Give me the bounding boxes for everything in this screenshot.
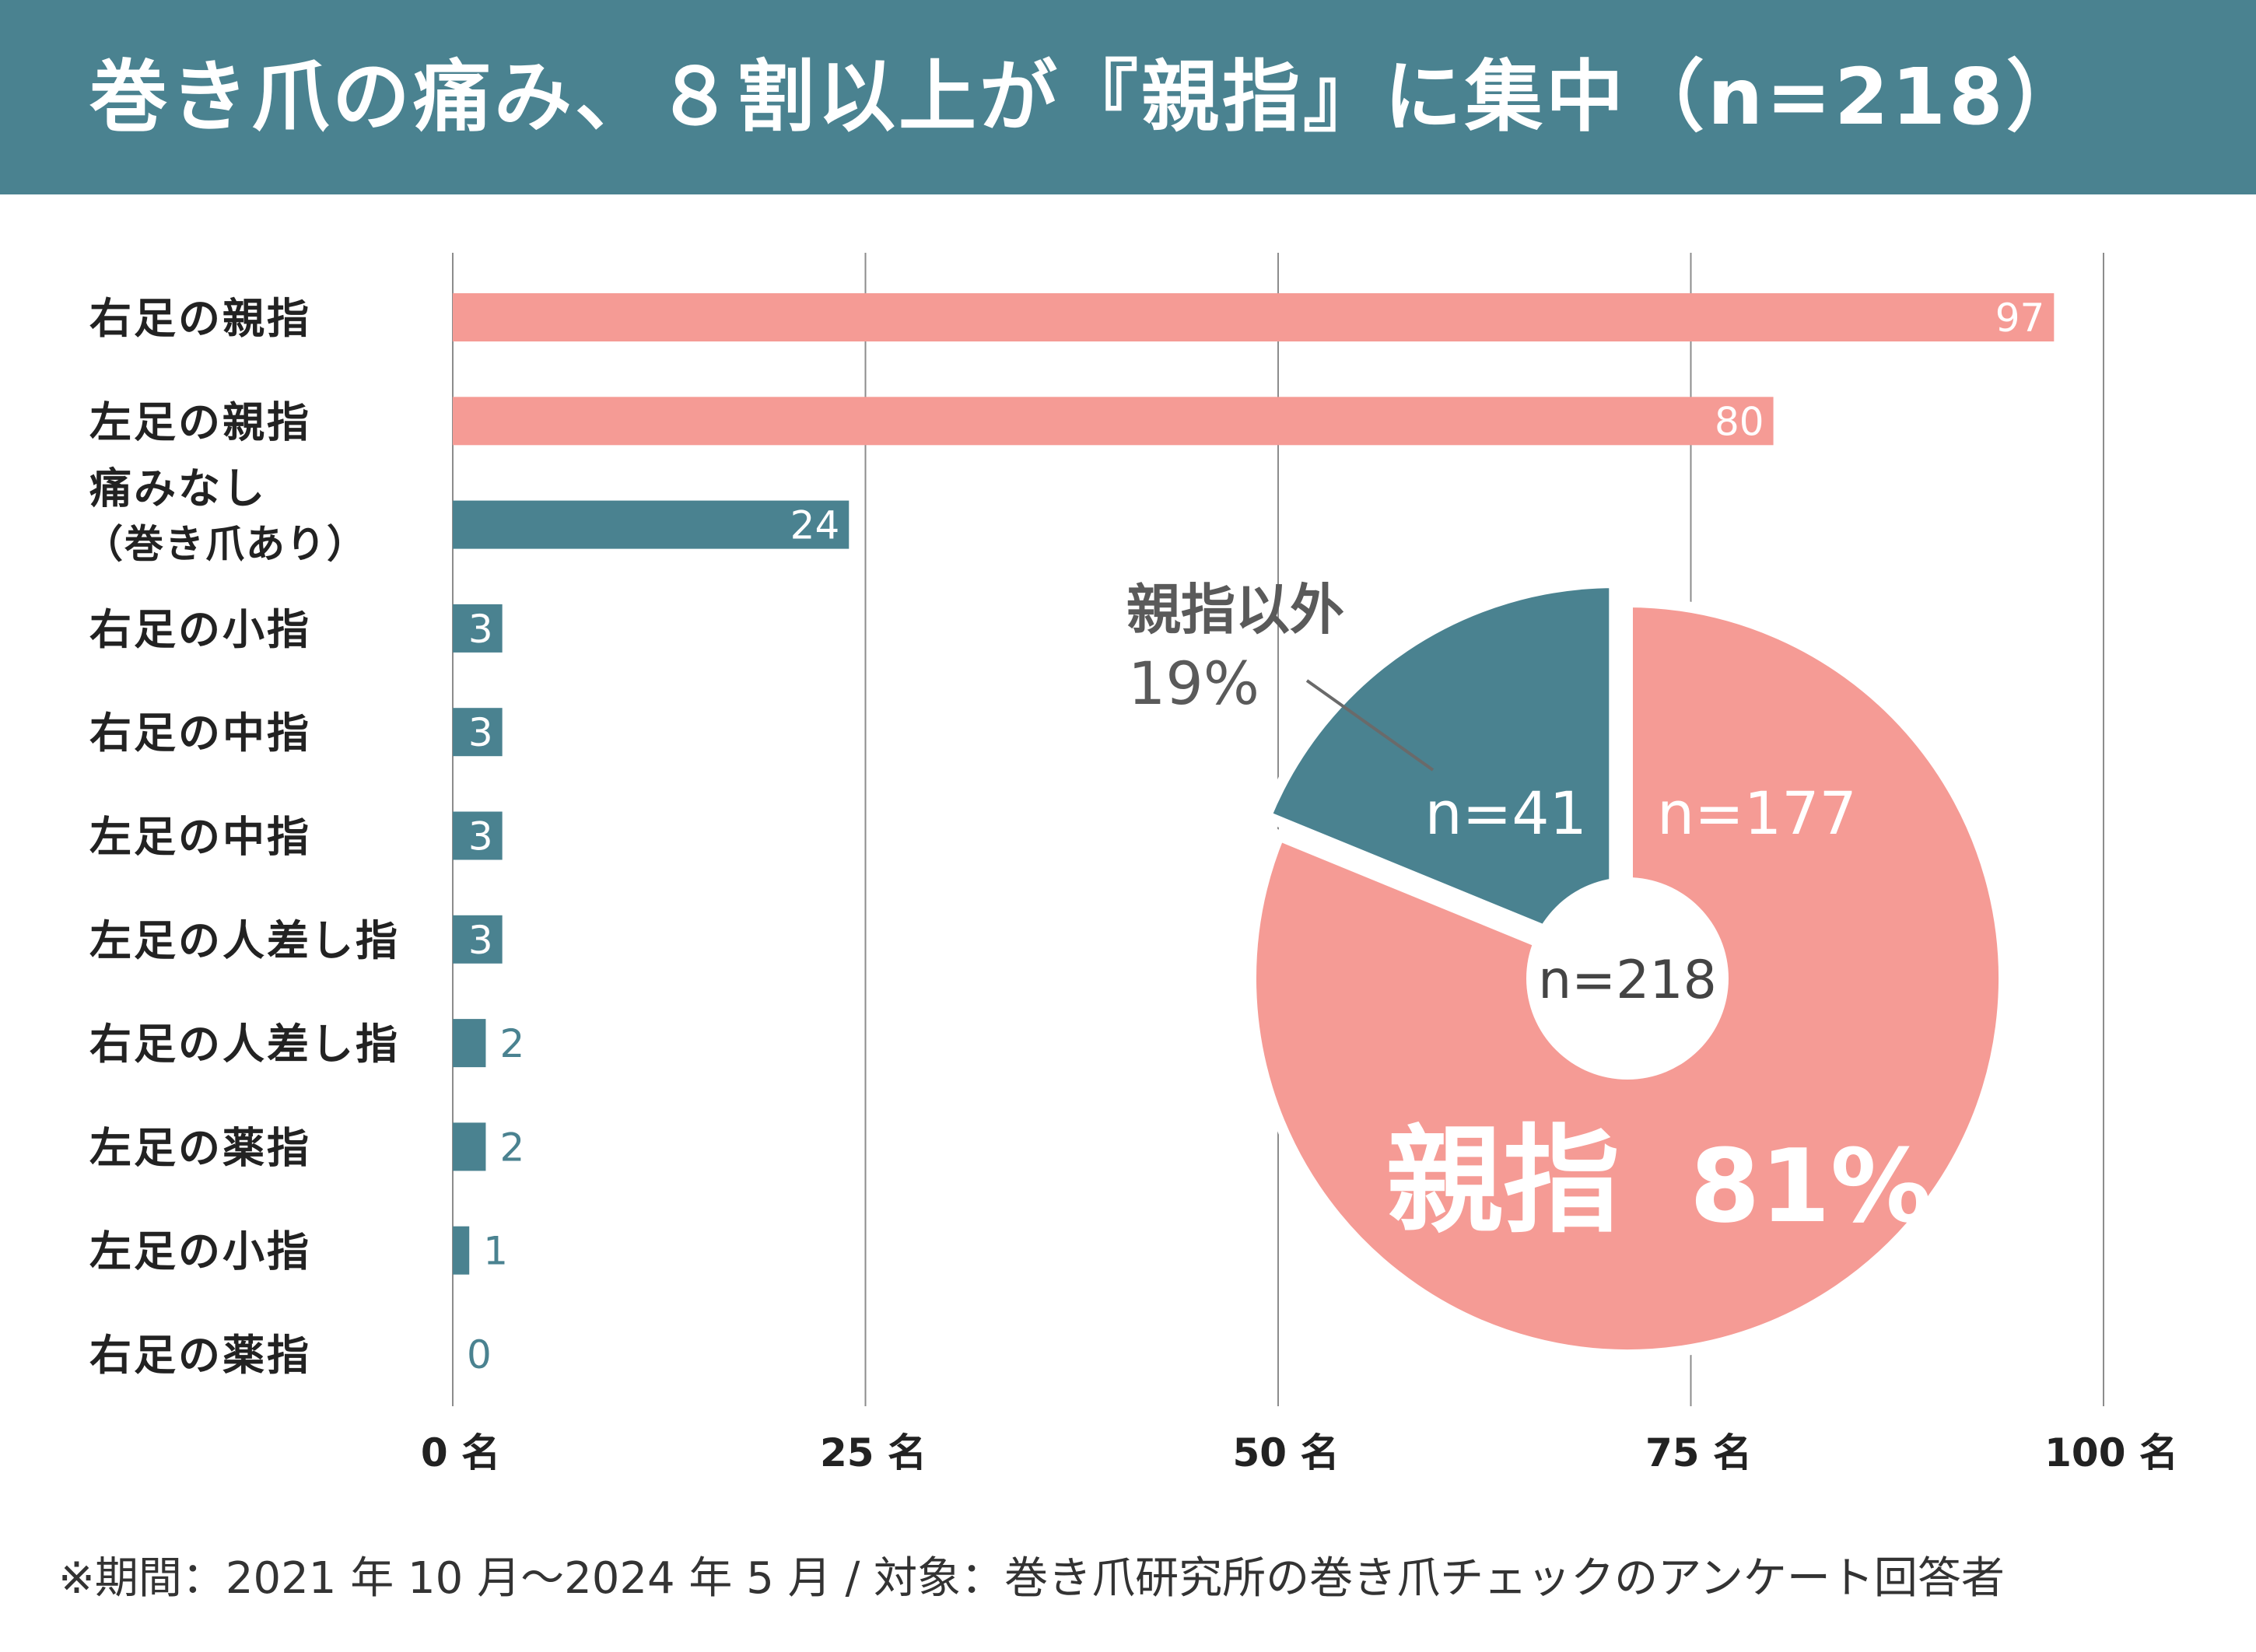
bar xyxy=(453,1019,486,1068)
bar xyxy=(453,500,850,549)
category-label: 右足の薬指 xyxy=(89,1331,311,1380)
pie-slice-label: 親指以外 xyxy=(1126,578,1344,642)
bar xyxy=(453,811,503,860)
category-label: （巻き爪あり） xyxy=(84,522,367,567)
pie-percent-label: 81% xyxy=(1690,1127,1932,1245)
data-label: 24 xyxy=(790,503,840,548)
data-label: 80 xyxy=(1715,399,1764,444)
category-label: 右足の中指 xyxy=(89,709,311,758)
x-tick-label: 0 名 xyxy=(421,1430,500,1475)
bar xyxy=(453,397,1774,446)
donut-hole xyxy=(1526,877,1729,1080)
data-label: 97 xyxy=(1995,296,2045,341)
category-label: 右足の小指 xyxy=(89,605,311,654)
x-tick-label: 100 名 xyxy=(2044,1430,2178,1475)
footnote: ※期間：2021 年 10 月〜2024 年 5 月 / 対象：巻き爪研究所の巻… xyxy=(58,1553,2005,1604)
pie-slice xyxy=(1259,577,1620,968)
category-label: 右足の人差し指 xyxy=(89,1020,400,1069)
category-label: 左足の人差し指 xyxy=(89,916,400,965)
leader-line xyxy=(1305,679,1435,772)
data-label: 1 xyxy=(483,1229,508,1274)
pie-percent-label: 19% xyxy=(1128,649,1259,718)
data-label: 3 xyxy=(468,607,493,652)
bar xyxy=(453,293,2055,341)
bar xyxy=(453,915,503,964)
bar xyxy=(453,708,503,757)
category-label: 左足の中指 xyxy=(89,813,311,862)
donut-center-label: n=218 xyxy=(1538,950,1717,1011)
title-banner xyxy=(0,0,2256,194)
category-label: 左足の小指 xyxy=(89,1227,311,1276)
data-label: 0 xyxy=(467,1332,492,1377)
x-tick-label: 50 名 xyxy=(1233,1430,1340,1475)
data-label: 3 xyxy=(468,814,493,859)
x-tick-label: 75 名 xyxy=(1645,1430,1752,1475)
pie-count-label: n=41 xyxy=(1424,779,1587,848)
data-label: 2 xyxy=(499,1021,524,1066)
chart-title: 巻き爪の痛み、８割以上が『親指』に集中（n=218） xyxy=(89,51,2087,142)
data-label: 2 xyxy=(499,1125,524,1170)
category-label: 左足の親指 xyxy=(89,397,311,446)
data-label: 3 xyxy=(468,710,493,755)
x-tick-label: 25 名 xyxy=(820,1430,927,1475)
bar xyxy=(453,604,503,653)
pie-slice-label: 親指 xyxy=(1386,1114,1620,1249)
pie-count-label: n=177 xyxy=(1657,779,1857,848)
bar xyxy=(453,1122,486,1171)
category-label: 右足の親指 xyxy=(89,294,311,343)
bar xyxy=(453,1226,470,1275)
category-label: 痛みなし xyxy=(89,464,267,513)
data-label: 3 xyxy=(468,918,493,963)
category-label: 左足の薬指 xyxy=(89,1123,311,1172)
